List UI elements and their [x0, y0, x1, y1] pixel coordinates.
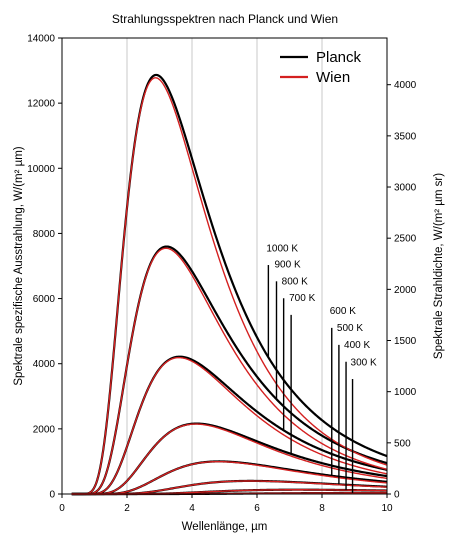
x-tick-label: 8 [319, 503, 325, 514]
x-tick-label: 0 [59, 503, 65, 514]
y-tick-label: 4000 [33, 359, 56, 370]
temperature-markers: 1000 K 900 K 800 K 700 K 600 K 500 K 400 K 300 … [266, 243, 377, 493]
y2-axis-ticks: 0 500 1000 1500 2000 2500 3000 3500 4000 [387, 80, 417, 501]
wien-curve-700k [71, 423, 388, 495]
y-tick-label: 0 [49, 490, 55, 501]
y2-axis-label: Spektrale Strahldichte, W/(m² µm sr) [433, 173, 445, 359]
wien-curve-600k [71, 460, 388, 495]
y-tick-label: 10000 [27, 164, 55, 175]
y2-tick-label: 3000 [394, 183, 417, 194]
temp-label-900k: 900 K [275, 260, 301, 271]
x-axis-label: Wellenlänge, µm [182, 521, 268, 533]
grid-lines [126, 38, 323, 494]
plot-frame [61, 37, 388, 495]
x-tick-label: 4 [189, 503, 195, 514]
temp-label-500k: 500 K [337, 323, 363, 334]
temp-label-600k: 600 K [330, 306, 356, 317]
temp-label-700k: 700 K [289, 293, 315, 304]
y-tick-label: 8000 [33, 229, 56, 240]
x-tick-label: 6 [254, 503, 260, 514]
y-axis-label: Spektrale spezifische Ausstrahlung, W/(m… [13, 146, 25, 385]
legend-label-planck: Planck [316, 49, 362, 66]
y2-tick-label: 3500 [394, 131, 417, 142]
y2-tick-label: 4000 [394, 80, 417, 91]
y-tick-label: 6000 [33, 294, 56, 305]
y2-tick-label: 2500 [394, 234, 417, 245]
x-tick-label: 10 [381, 503, 393, 514]
wien-curve-800k [71, 356, 388, 495]
x-axis-ticks: 0 2 4 6 8 10 [59, 494, 393, 514]
y-tick-label: 2000 [33, 424, 56, 435]
curves [71, 73, 388, 496]
chart-title: Strahlungsspektren nach Planck und Wien [112, 12, 338, 26]
y2-tick-label: 1500 [394, 336, 417, 347]
y2-tick-label: 2000 [394, 285, 417, 296]
y-tick-label: 12000 [27, 99, 55, 110]
legend-label-wien: Wien [316, 69, 350, 86]
y2-tick-label: 1000 [394, 387, 417, 398]
y-axis-ticks: 0 2000 4000 6000 8000 10000 12000 14000 [27, 34, 62, 501]
temp-label-400k: 400 K [344, 340, 370, 351]
temp-label-300k: 300 K [351, 357, 377, 368]
temp-label-800k: 800 K [282, 277, 308, 288]
wien-curve-1000k [71, 77, 388, 495]
legend: Planck Wien [280, 49, 362, 86]
wien-curve-900k [71, 247, 388, 495]
x-tick-label: 2 [124, 503, 130, 514]
y-tick-label: 14000 [27, 34, 55, 45]
temp-label-1000k: 1000 K [266, 243, 298, 254]
y2-tick-label: 500 [394, 438, 411, 449]
y2-tick-label: 0 [394, 490, 400, 501]
